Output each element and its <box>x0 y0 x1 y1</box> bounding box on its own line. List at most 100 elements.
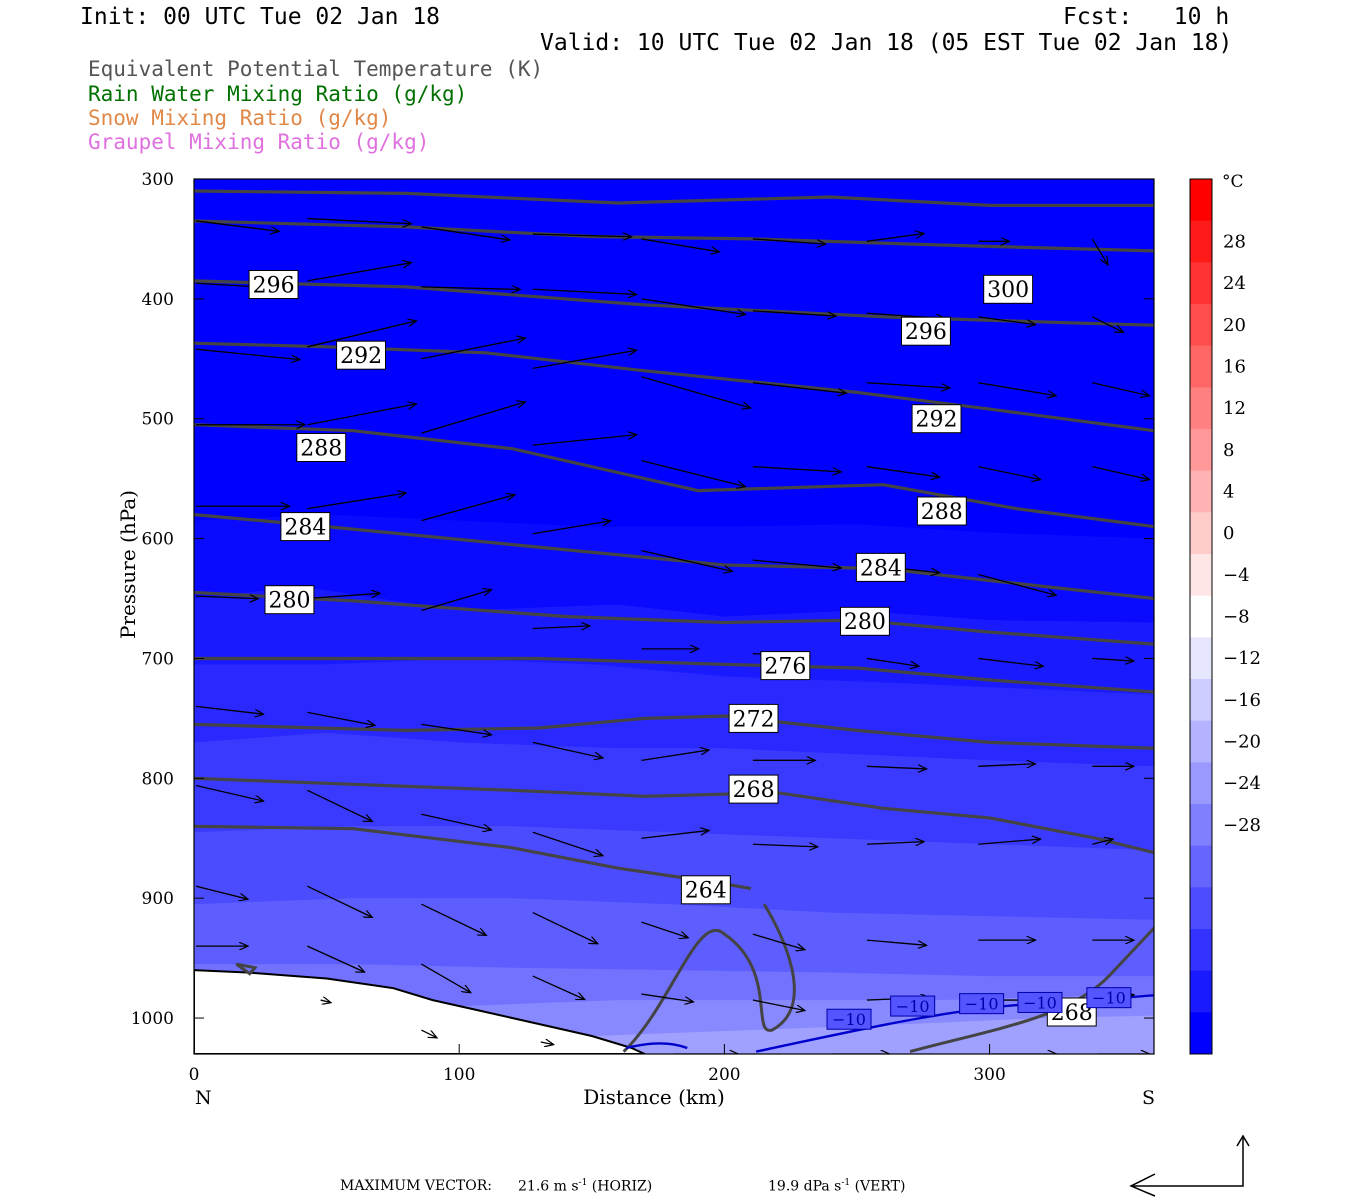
wind-vector-44 <box>195 596 258 599</box>
colorbar-swatch-12 <box>1190 679 1212 722</box>
svg-text:−10: −10 <box>965 995 999 1014</box>
wind-vector-54 <box>307 711 375 725</box>
wind-vector-2 <box>421 226 509 240</box>
wind-vector-10 <box>307 263 411 282</box>
colorbar-swatch-17 <box>1190 887 1212 930</box>
colorbar-label-12: −20 <box>1223 732 1261 753</box>
wind-vector-34 <box>978 466 1040 480</box>
temperature-label-2: −10 <box>959 993 1005 1015</box>
wind-vector-30 <box>532 435 637 446</box>
max-vector-vert: 19.9 dPa s-1 (VERT) <box>768 1178 906 1195</box>
wind-vector-59 <box>866 766 927 769</box>
wind-vector-72 <box>307 885 372 917</box>
theta-e-contour-300 <box>194 219 1154 253</box>
colorbar-swatch-7 <box>1190 470 1212 513</box>
wind-vector-77 <box>866 939 927 945</box>
wind-vector-33 <box>866 466 940 477</box>
wind-vector-12 <box>532 288 637 294</box>
x-tick-label-0: 0 <box>189 1065 200 1085</box>
svg-text:288: 288 <box>921 500 963 525</box>
x-axis-title: Distance (km) <box>583 1085 725 1109</box>
y-tick-label-600: 600 <box>142 530 174 550</box>
wind-vector-71 <box>195 885 248 899</box>
wind-vector-64 <box>421 813 491 830</box>
colorbar-swatch-15 <box>1190 804 1212 847</box>
wind-vector-14 <box>752 310 836 316</box>
wind-vector-23 <box>752 382 847 393</box>
wind-vector-11 <box>421 287 520 290</box>
colorbar-swatch-13 <box>1190 720 1212 763</box>
colorbar-swatch-5 <box>1190 387 1212 430</box>
colorbar-label-4: 12 <box>1223 398 1246 419</box>
svg-text:276: 276 <box>764 655 806 680</box>
wind-vector-43 <box>978 573 1056 596</box>
wind-vector-68 <box>866 842 924 845</box>
wind-vector-28 <box>307 404 416 426</box>
wind-vector-21 <box>532 350 637 370</box>
colorbar-label-2: 20 <box>1223 315 1246 336</box>
temperature-label-4: −10 <box>1086 987 1132 1009</box>
svg-text:280: 280 <box>844 610 886 635</box>
y-tick-label-1000: 1000 <box>131 1009 174 1029</box>
wind-vector-19 <box>307 321 416 348</box>
svg-text:288: 288 <box>300 436 342 461</box>
wind-vector-60 <box>978 764 1035 767</box>
colorbar-swatch-8 <box>1190 512 1212 555</box>
colorbar-swatch-19 <box>1190 970 1212 1013</box>
theta-e-contour-296 <box>194 279 1154 327</box>
wind-vector-17 <box>1092 316 1123 333</box>
theta-e-contour-304 <box>194 189 1154 207</box>
plot-area: 296 300 292 296 288 292 284 288 280 284 280 276 272 2… <box>194 179 1154 1054</box>
svg-text:292: 292 <box>340 344 382 369</box>
colorbar-swatch-6 <box>1190 429 1212 472</box>
x-end-label-north: N <box>195 1087 212 1109</box>
svg-text:292: 292 <box>916 408 958 433</box>
theta-e-label-4: 288 <box>296 433 347 462</box>
init-time: Init: 00 UTC Tue 02 Jan 18 <box>80 4 441 30</box>
y-tick-label-800: 800 <box>142 769 174 789</box>
svg-text:296: 296 <box>905 320 947 345</box>
legend-theta-e: Equivalent Potential Temperature (K) <box>88 57 544 81</box>
wind-vector-62 <box>195 784 264 802</box>
wind-vector-37 <box>307 493 406 510</box>
wind-vector-85 <box>752 999 805 1010</box>
colorbar-label-3: 16 <box>1223 357 1246 378</box>
wind-vector-32 <box>752 466 841 472</box>
wind-vector-57 <box>641 750 710 761</box>
wind-vector-8 <box>1091 238 1108 265</box>
wind-vector-89 <box>320 1000 331 1003</box>
wind-vector-31 <box>641 460 746 487</box>
wind-vector-66 <box>641 830 710 839</box>
colorbar-label-5: 8 <box>1223 440 1234 461</box>
wind-vector-69 <box>978 839 1040 845</box>
legend-snow: Snow Mixing Ratio (g/kg) <box>88 106 392 130</box>
valid-time: Valid: 10 UTC Tue 02 Jan 18 (05 EST Tue … <box>540 30 1233 56</box>
wind-vector-29 <box>421 402 525 434</box>
colorbar-label-11: −16 <box>1223 690 1261 711</box>
theta-e-label-14: 264 <box>680 875 731 905</box>
svg-text:−10: −10 <box>896 997 930 1016</box>
colorbar-label-6: 4 <box>1223 482 1234 503</box>
wind-vector-91 <box>540 1042 554 1045</box>
svg-text:300: 300 <box>987 278 1029 303</box>
theta-e-label-5: 292 <box>911 404 962 434</box>
theta-e-contour-288 <box>194 423 1154 529</box>
reference-vector-icon <box>1129 1134 1250 1197</box>
theta-e-label-0: 296 <box>248 270 299 299</box>
wind-vector-20 <box>421 338 525 360</box>
x-tick-label-100: 100 <box>443 1065 475 1085</box>
colorbar-swatch-10 <box>1190 595 1212 638</box>
theta-e-label-2: 292 <box>336 340 387 370</box>
svg-text:296: 296 <box>253 273 295 298</box>
wind-vector-18 <box>195 348 300 359</box>
x-tick-label-200: 200 <box>708 1065 740 1085</box>
wind-vector-84 <box>641 993 694 1002</box>
temperature-label-0: −10 <box>826 1008 872 1030</box>
x-tick-label-300: 300 <box>973 1065 1005 1085</box>
theta-e-label-12: 272 <box>728 703 779 733</box>
colorbar-swatch-18 <box>1190 929 1212 972</box>
y-axis-title: Pressure (hPa) <box>116 490 140 639</box>
colorbar-label-9: −8 <box>1223 607 1250 628</box>
wind-vector-63 <box>307 789 372 821</box>
y-tick-label-400: 400 <box>142 290 174 310</box>
